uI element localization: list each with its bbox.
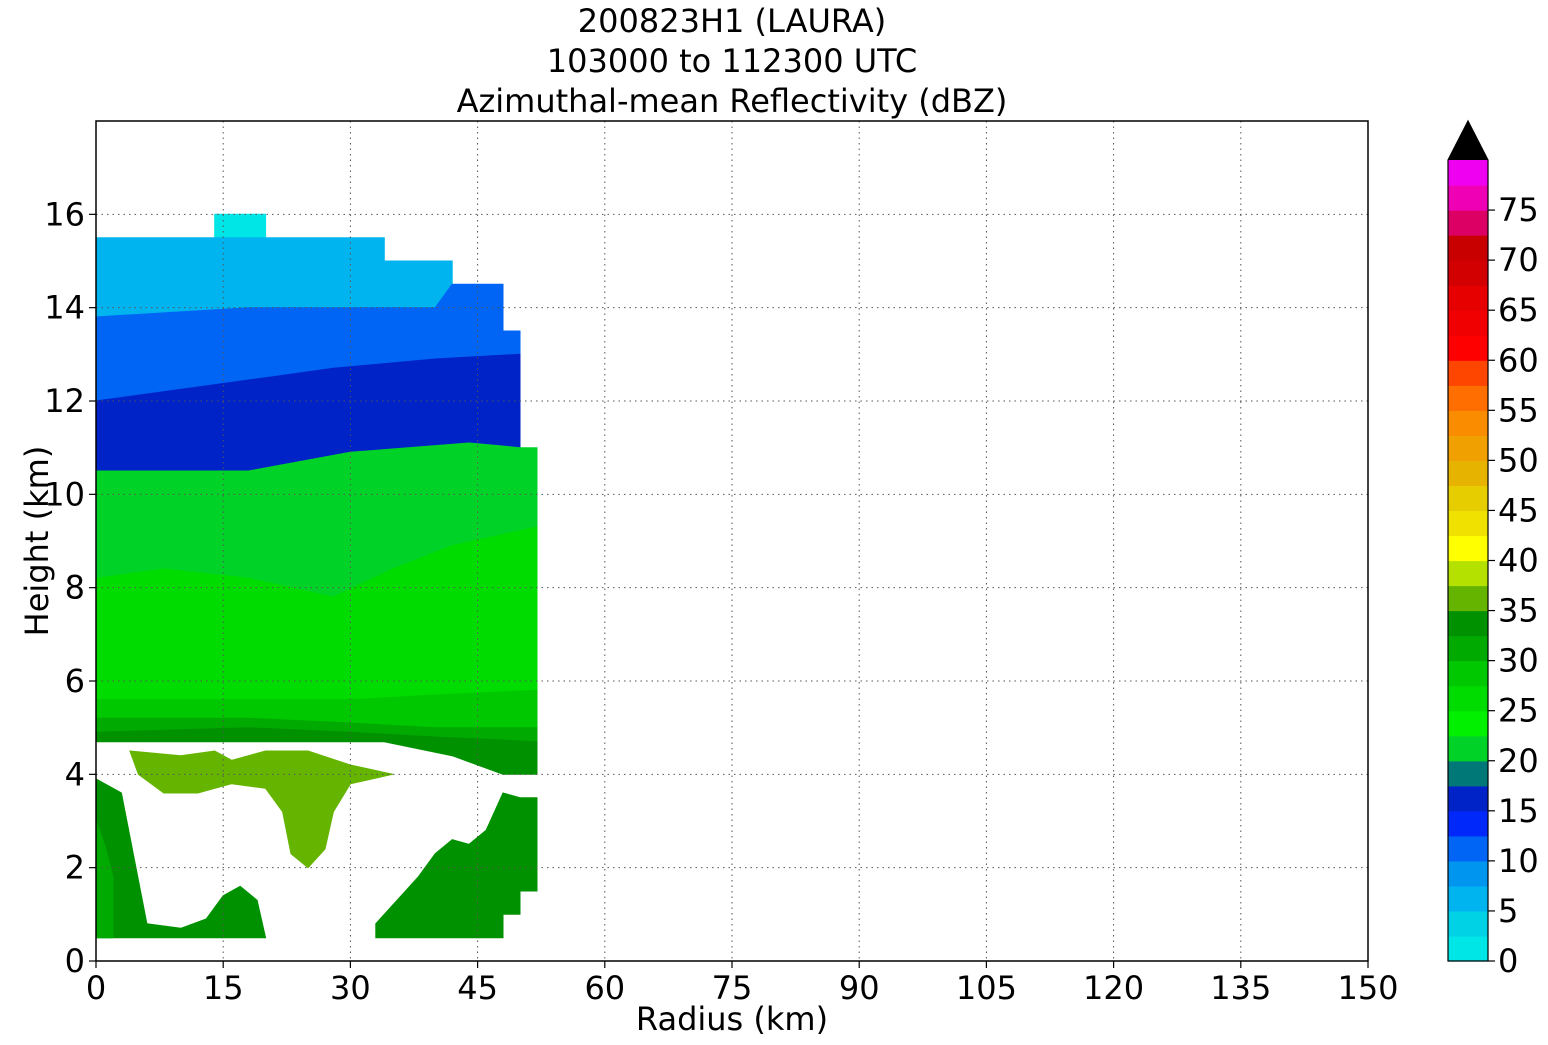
colorbar-tick-label: 65 (1498, 291, 1539, 329)
colorbar-segment (1448, 810, 1488, 837)
chart-title-line-3: Azimuthal-mean Reflectivity (dBZ) (456, 82, 1008, 120)
colorbar-segment (1448, 835, 1488, 862)
y-tick-label: 10 (44, 475, 85, 513)
colorbar-tick-label: 60 (1498, 341, 1539, 379)
colorbar-segment (1448, 885, 1488, 912)
colorbar-segment (1448, 460, 1488, 487)
y-tick-label: 4 (65, 755, 85, 793)
colorbar-segment (1448, 910, 1488, 937)
colorbar-segment (1448, 510, 1488, 537)
colorbar-segment (1448, 535, 1488, 562)
colorbar-segment (1448, 435, 1488, 461)
x-axis-ticks: 0 15 30 45 60 75 90 105 120 135 150 (86, 961, 1399, 1007)
colorbar: 0 5 10 15 20 25 30 35 40 45 50 55 60 65 70 75 (1447, 119, 1539, 980)
x-tick-label: 105 (956, 969, 1017, 1007)
x-tick-label: 30 (330, 969, 371, 1007)
x-tick-label: 120 (1083, 969, 1144, 1007)
y-tick-label: 8 (65, 569, 85, 607)
colorbar-extend-arrow (1448, 121, 1488, 160)
x-tick-label: 90 (839, 969, 880, 1007)
colorbar-tick-label: 10 (1498, 842, 1539, 880)
x-tick-label: 75 (712, 969, 753, 1007)
reflectivity-field-layer (95, 213, 538, 939)
colorbar-segment (1448, 210, 1488, 236)
colorbar-segment (1448, 485, 1488, 512)
colorbar-segment (1448, 735, 1488, 762)
y-axis-ticks: 0 2 4 6 8 10 12 14 16 (44, 195, 96, 980)
colorbar-segment (1448, 235, 1488, 261)
x-tick-label: 150 (1337, 969, 1398, 1007)
x-tick-label: 0 (86, 969, 106, 1007)
colorbar-segment (1448, 935, 1488, 962)
y-tick-label: 0 (65, 942, 85, 980)
colorbar-tick-label: 75 (1498, 191, 1539, 229)
y-tick-label: 16 (44, 195, 85, 233)
colorbar-tick-label: 55 (1498, 391, 1539, 429)
colorbar-segment (1448, 160, 1488, 186)
colorbar-tick-label: 45 (1498, 491, 1539, 529)
colorbar-tick-label: 0 (1498, 942, 1518, 980)
colorbar-segment (1448, 335, 1488, 361)
colorbar-tick-label: 30 (1498, 642, 1539, 680)
colorbar-outline (1447, 119, 1489, 962)
x-axis-label: Radius (km) (636, 1000, 828, 1038)
colorbar-segment (1448, 285, 1488, 311)
colorbar-segment (1448, 410, 1488, 436)
colorbar-segment (1448, 560, 1488, 587)
y-tick-label: 2 (65, 849, 85, 887)
reflectivity-region-15 (375, 792, 538, 939)
x-tick-label: 45 (457, 969, 498, 1007)
colorbar-tick-label: 20 (1498, 742, 1539, 780)
colorbar-tick-label: 5 (1498, 892, 1518, 930)
colorbar-segment (1448, 710, 1488, 737)
chart-title-line-1: 200823H1 (LAURA) (577, 2, 887, 40)
reflectivity-region-0 (214, 213, 267, 239)
colorbar-segment (1448, 585, 1488, 612)
colorbar-segment (1448, 660, 1488, 687)
y-tick-label: 14 (44, 289, 85, 327)
chart-title-line-2: 103000 to 112300 UTC (546, 42, 918, 80)
colorbar-segment (1448, 185, 1488, 211)
y-axis-label: Height (km) (18, 446, 56, 637)
colorbar-segment (1448, 610, 1488, 637)
colorbar-tick-label: 70 (1498, 241, 1539, 279)
reflectivity-region-14 (95, 778, 267, 939)
colorbar-tick-label: 25 (1498, 692, 1539, 730)
x-tick-label: 135 (1210, 969, 1271, 1007)
colorbar-segment (1448, 860, 1488, 887)
x-tick-label: 60 (584, 969, 625, 1007)
colorbar-segment (1448, 785, 1488, 812)
colorbar-tick-label: 35 (1498, 592, 1539, 630)
colorbar-segment (1448, 385, 1488, 411)
y-tick-label: 12 (44, 382, 85, 420)
reflectivity-region-17 (129, 750, 393, 869)
colorbar-tick-label: 40 (1498, 542, 1539, 580)
y-tick-label: 6 (65, 662, 85, 700)
colorbar-segment (1448, 260, 1488, 286)
colorbar-segment (1448, 635, 1488, 662)
colorbar-tick-label: 15 (1498, 792, 1539, 830)
colorbar-segment (1448, 310, 1488, 336)
colorbar-segment (1448, 685, 1488, 712)
colorbar-segment (1448, 760, 1488, 787)
colorbar-segment (1448, 360, 1488, 386)
colorbar-tick-label: 50 (1498, 441, 1539, 479)
x-tick-label: 15 (203, 969, 244, 1007)
